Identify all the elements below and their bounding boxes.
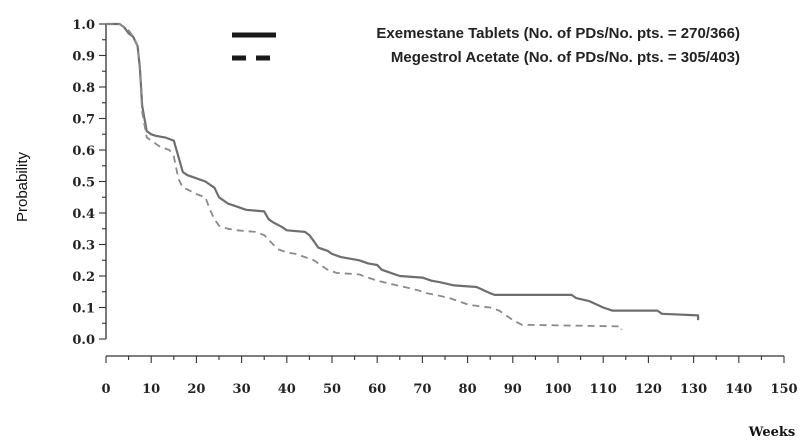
y-tick-label: 0.3 bbox=[72, 239, 95, 254]
x-axis: 0 10 20 30 40 50 60 70 80 90 100 110 120 130 140 150 bbox=[101, 355, 798, 397]
x-tick-label: 80 bbox=[459, 382, 477, 397]
x-tick-label: 140 bbox=[725, 382, 752, 397]
x-tick-label: 20 bbox=[187, 382, 205, 397]
x-tick-label: 10 bbox=[142, 382, 160, 397]
y-tick-label: 0.4 bbox=[72, 207, 95, 222]
y-tick-label: 0.6 bbox=[72, 144, 95, 159]
legend-label-megestrol: Megestrol Acetate (No. of PDs/No. pts. =… bbox=[391, 49, 740, 66]
y-tick-label: 0.7 bbox=[72, 113, 95, 128]
x-tick-label: 110 bbox=[590, 382, 617, 397]
y-tick-label: 0.1 bbox=[72, 302, 95, 317]
y-tick-label: 1.0 bbox=[72, 18, 95, 33]
x-tick-label: 120 bbox=[635, 382, 662, 397]
series-line-exemestane bbox=[106, 22, 700, 321]
x-tick-label: 150 bbox=[770, 382, 797, 397]
x-tick-label: 40 bbox=[278, 382, 296, 397]
x-tick-label: 50 bbox=[323, 382, 341, 397]
y-tick-label: 0.9 bbox=[72, 50, 95, 65]
x-tick-label: 30 bbox=[233, 382, 251, 397]
y-tick-label: 0.8 bbox=[72, 81, 95, 96]
y-axis-title: Probability bbox=[14, 151, 31, 222]
series-lines bbox=[106, 22, 700, 330]
x-tick-label: 130 bbox=[680, 382, 707, 397]
x-tick-label: 0 bbox=[101, 382, 110, 397]
legend: Exemestane Tablets (No. of PDs/No. pts. … bbox=[232, 25, 740, 66]
y-tick-label: 0.2 bbox=[72, 270, 95, 285]
y-tick-label: 0.5 bbox=[72, 176, 95, 191]
x-tick-label: 100 bbox=[544, 382, 571, 397]
x-axis-title: Weeks bbox=[748, 425, 795, 440]
legend-label-exemestane: Exemestane Tablets (No. of PDs/No. pts. … bbox=[376, 25, 740, 42]
series-line-megestrol bbox=[106, 23, 623, 330]
x-tick-label: 90 bbox=[504, 382, 522, 397]
y-tick-label: 0.0 bbox=[72, 333, 95, 348]
x-tick-label: 60 bbox=[368, 382, 386, 397]
x-tick-label: 70 bbox=[413, 382, 431, 397]
y-axis: 0.0 0.1 0.2 0.3 0.4 0.5 0.6 0.7 0.8 0.9 1.0 bbox=[72, 18, 107, 348]
